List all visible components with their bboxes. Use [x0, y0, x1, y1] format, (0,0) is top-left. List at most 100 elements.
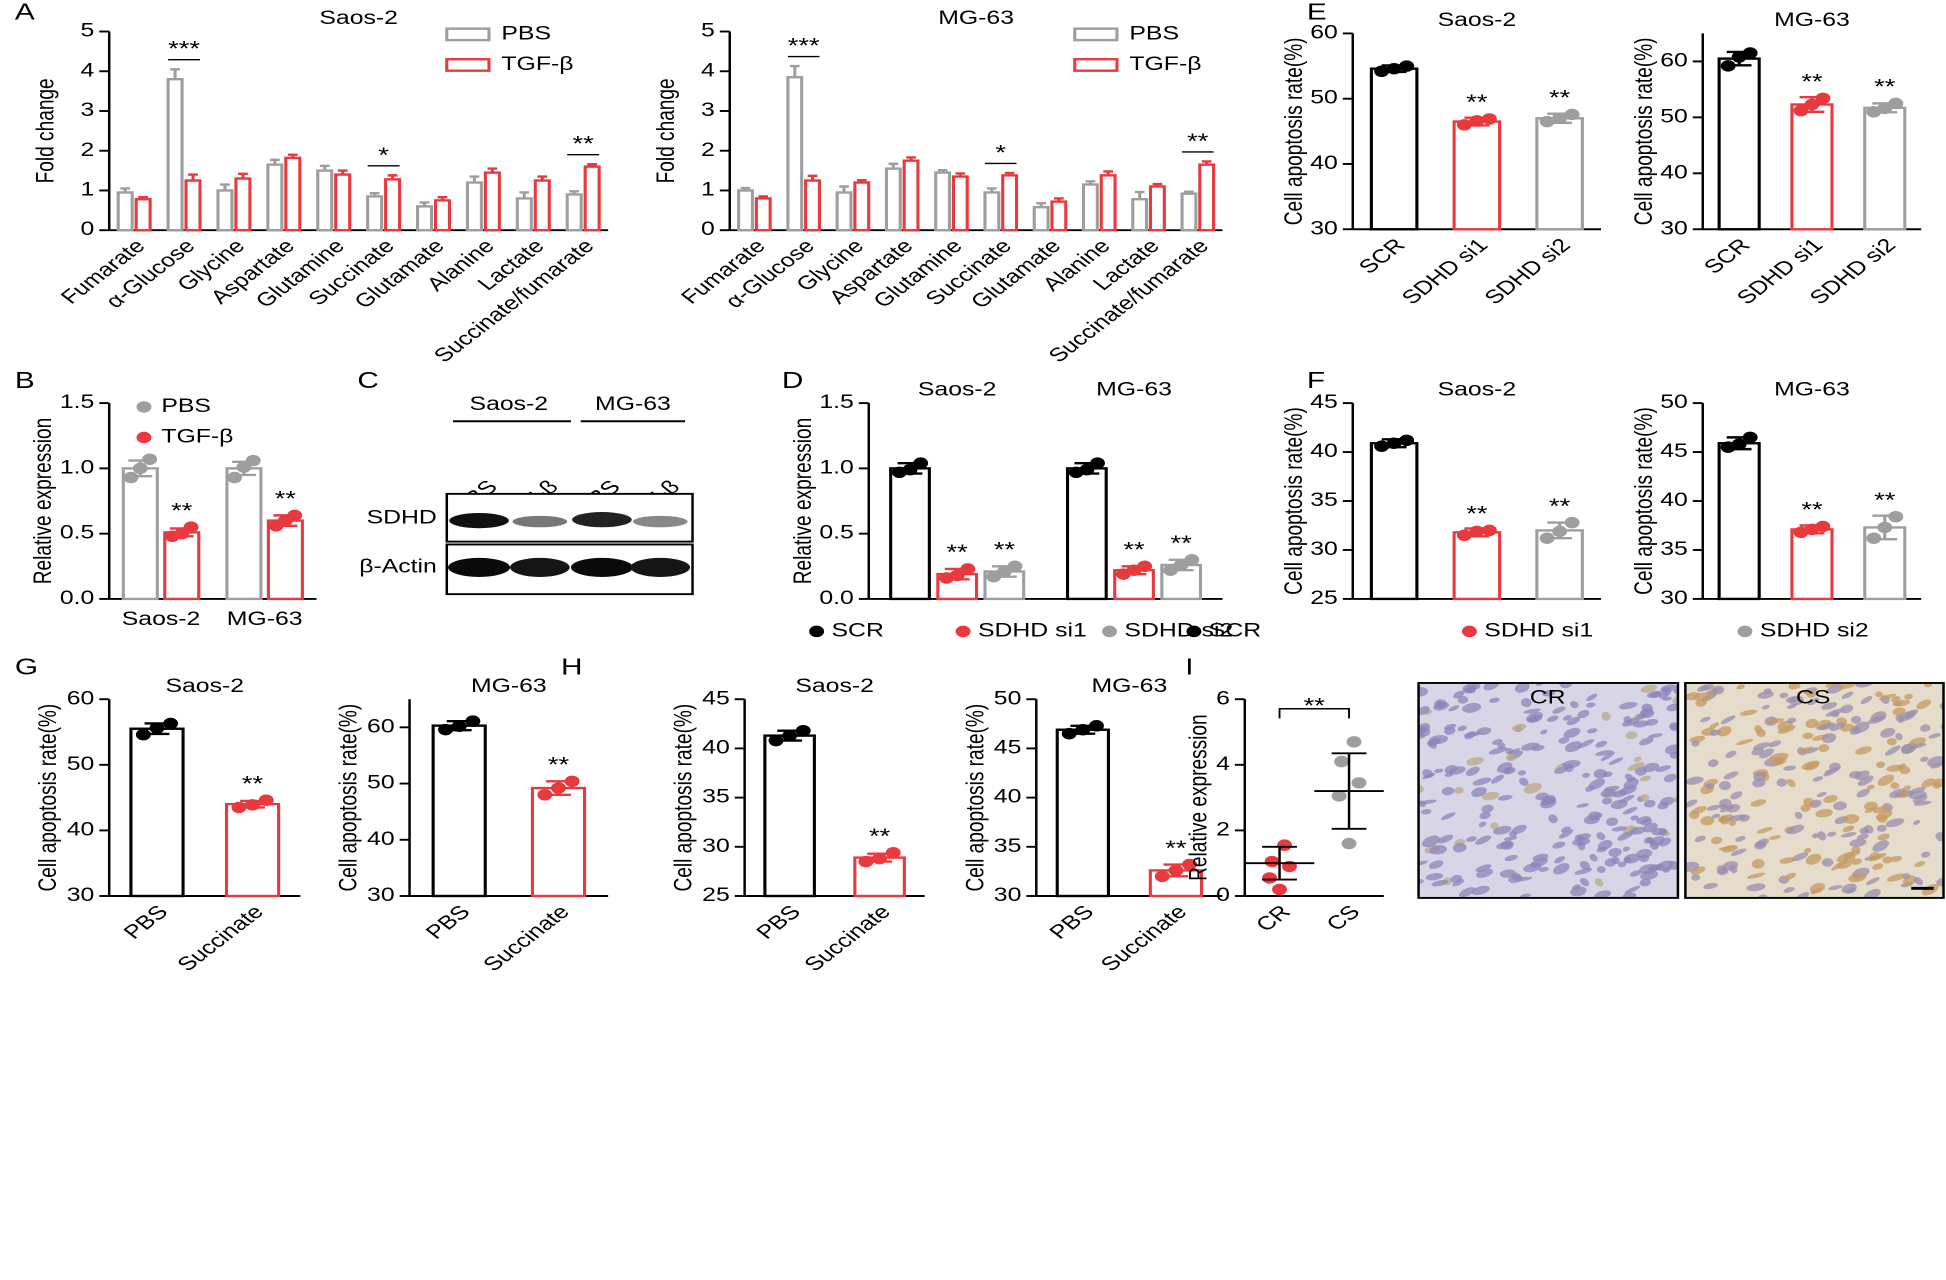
- cell: [1842, 814, 1860, 824]
- error-bar: [1036, 201, 1046, 208]
- y-tick-label: 35: [702, 785, 730, 807]
- cell: [1553, 863, 1570, 875]
- bar: [934, 171, 952, 232]
- chart-title: Saos-2: [795, 675, 874, 697]
- data-point: [949, 569, 965, 582]
- cell: [1481, 804, 1494, 813]
- cell: [1784, 872, 1796, 881]
- data-point: [1481, 524, 1497, 537]
- cell: [1921, 778, 1936, 788]
- cell: [1594, 878, 1604, 887]
- y-tick-label: 2: [1216, 818, 1230, 840]
- y-tick-label: 60: [1310, 21, 1338, 43]
- error-bar: [287, 153, 298, 158]
- cell: [1829, 722, 1846, 731]
- legend-marker: [1102, 625, 1117, 638]
- cell: [1601, 711, 1611, 721]
- data-point: [1539, 532, 1555, 544]
- cell: [1643, 822, 1658, 833]
- y-tick-label: 45: [994, 736, 1022, 758]
- data-point: [1079, 463, 1095, 476]
- cell: [1736, 738, 1754, 746]
- data-point: [564, 775, 580, 788]
- cell: [1795, 892, 1810, 898]
- data-point: [1061, 727, 1077, 740]
- error-bar: [238, 172, 248, 179]
- significance-label: *: [378, 144, 389, 167]
- y-tick-label: 5: [701, 19, 715, 41]
- data-point: [1564, 516, 1580, 529]
- chart-title: MG-63: [1774, 378, 1850, 400]
- data-point: [551, 782, 566, 794]
- cell: [1490, 774, 1505, 784]
- cell: [1865, 877, 1880, 886]
- image-frame: [1417, 682, 1680, 899]
- data-point: [1720, 60, 1736, 72]
- cell: [1757, 691, 1774, 699]
- y-axis-label: Cell apoptosis rate(%): [1280, 37, 1308, 225]
- cell: [1751, 859, 1765, 869]
- bar: [1148, 185, 1166, 232]
- cell: [1425, 873, 1444, 881]
- cell: [1811, 833, 1820, 839]
- panel-label: C: [357, 367, 379, 393]
- data-point: [1007, 560, 1023, 573]
- y-tick-label: 2: [81, 139, 95, 161]
- significance-label: **: [1171, 532, 1193, 555]
- cell: [1728, 814, 1747, 822]
- cell: [1882, 856, 1893, 864]
- data-point: [1272, 883, 1287, 896]
- cell: [1457, 696, 1469, 704]
- cell: [1661, 686, 1672, 696]
- y-axis-label: Relative expression: [788, 418, 816, 585]
- cell: [1570, 886, 1587, 897]
- cell: [1791, 852, 1809, 862]
- data-point: [1334, 755, 1350, 768]
- cell: [1619, 701, 1638, 710]
- x-tick-label: SCR: [1353, 234, 1410, 278]
- cell: [1429, 734, 1449, 745]
- significance-label: **: [1304, 694, 1326, 717]
- legend-label: TGF-β: [1129, 53, 1201, 75]
- cell: [1711, 813, 1721, 819]
- significance-label: ***: [788, 34, 820, 57]
- y-tick-label: 1.5: [60, 391, 94, 413]
- cell: [1886, 873, 1905, 882]
- y-tick-label: 50: [367, 771, 395, 793]
- error-bar: [1201, 160, 1212, 165]
- data-point: [768, 734, 784, 747]
- cell: [1898, 791, 1909, 798]
- error-bar: [138, 196, 149, 200]
- bar: [225, 467, 263, 601]
- bar: [1198, 163, 1216, 232]
- significance-label: **: [1123, 538, 1145, 561]
- cell: [1441, 812, 1456, 820]
- significance-label: **: [1549, 87, 1571, 110]
- error-bar: [740, 186, 751, 191]
- cell: [1552, 841, 1566, 849]
- cell: [1718, 815, 1728, 823]
- error-bar: [906, 156, 916, 161]
- significance-label: **: [1801, 70, 1823, 93]
- band: [449, 512, 509, 529]
- cell: [1827, 831, 1837, 837]
- cell: [1476, 727, 1492, 736]
- cell: [1471, 787, 1487, 797]
- y-tick-label: 0: [1216, 884, 1230, 906]
- cell: [1421, 808, 1432, 815]
- cell: [1805, 718, 1819, 729]
- cell: [1719, 805, 1734, 813]
- cell: [1475, 835, 1492, 845]
- data-point: [1731, 438, 1747, 450]
- cell: [1867, 715, 1886, 724]
- bar: [284, 156, 302, 232]
- cell: [1505, 747, 1514, 755]
- band: [448, 557, 511, 577]
- cell: [1548, 814, 1558, 824]
- cell: [1803, 747, 1819, 754]
- bar: [583, 165, 601, 232]
- cell: [1850, 715, 1862, 724]
- bar: [1369, 67, 1419, 231]
- cell: [1444, 764, 1458, 774]
- significance-label: **: [1165, 837, 1187, 860]
